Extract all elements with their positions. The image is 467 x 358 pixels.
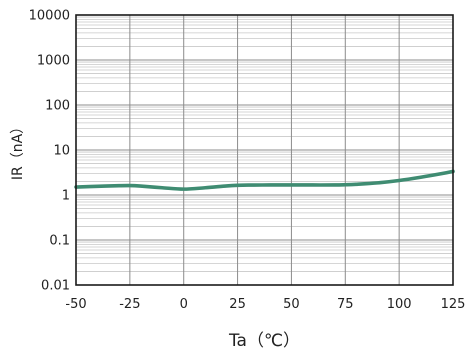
x-tick-labels: -50 -25 0 25 50 75 100 125 xyxy=(65,297,465,312)
y-axis-title: IR（nA） xyxy=(10,120,26,180)
y-tick-label: 100 xyxy=(45,99,70,114)
major-gridlines xyxy=(75,14,454,286)
x-tick-label: 100 xyxy=(387,297,412,312)
x-tick-label: -50 xyxy=(65,297,86,312)
x-axis-title: Ta（℃） xyxy=(228,331,300,351)
y-tick-labels: 0.01 0.1 1 10 100 1000 10000 xyxy=(29,9,70,294)
x-tick-label: 0 xyxy=(180,297,188,312)
series-line xyxy=(74,169,455,191)
x-tick-label: 125 xyxy=(441,297,466,312)
y-tick-label: 1000 xyxy=(37,54,70,69)
y-tick-label: 10 xyxy=(53,144,70,159)
y-tick-label: 10000 xyxy=(29,9,70,24)
plot-frame xyxy=(75,14,454,286)
series-layer xyxy=(74,169,455,191)
y-tick-label: 0.1 xyxy=(49,234,70,249)
y-tick-label: 0.01 xyxy=(41,279,70,294)
x-tick-label: 50 xyxy=(283,297,300,312)
minor-gridlines xyxy=(76,16,453,272)
y-tick-label: 1 xyxy=(62,189,70,204)
x-tick-label: 75 xyxy=(337,297,354,312)
x-tick-label: -25 xyxy=(119,297,140,312)
x-tick-label: 25 xyxy=(229,297,246,312)
